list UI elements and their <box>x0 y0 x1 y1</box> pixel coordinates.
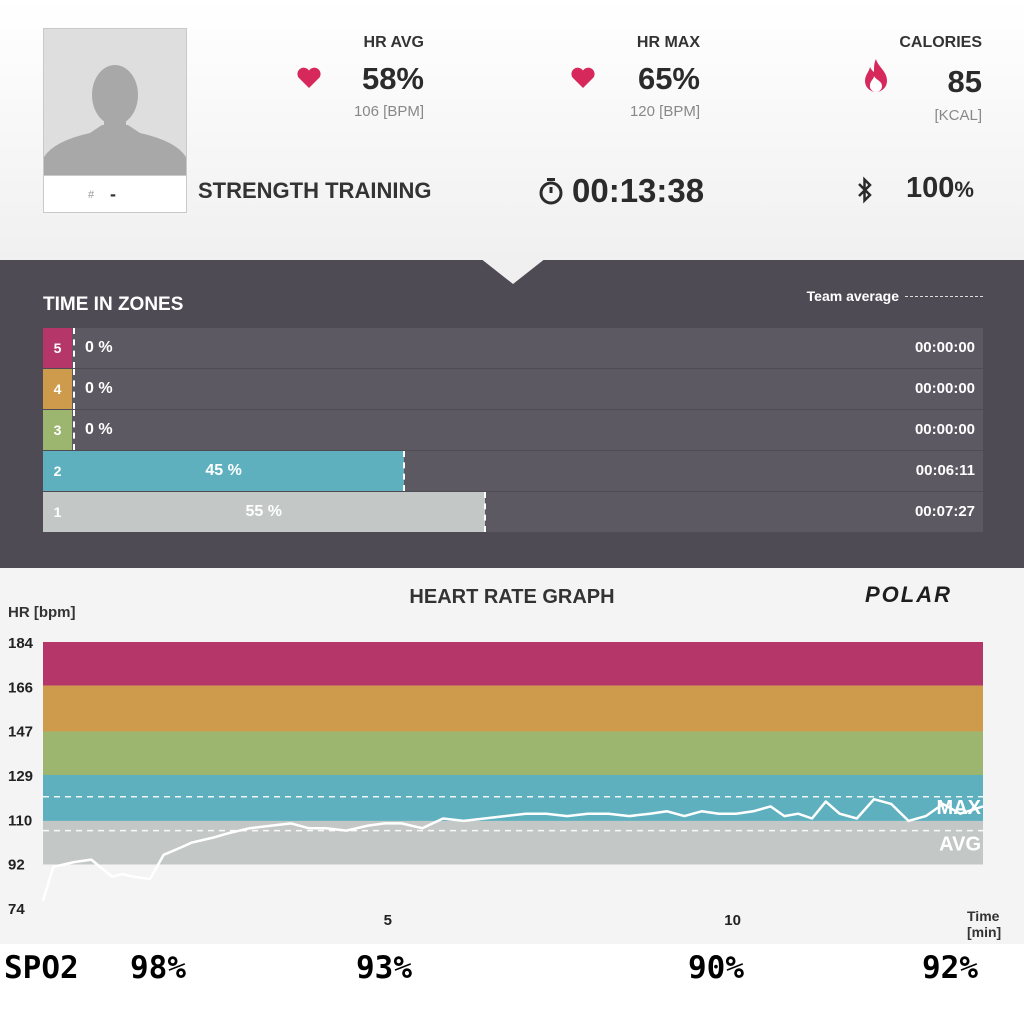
calories-label: CALORIES <box>899 34 982 51</box>
session-duration: 00:13:38 <box>572 172 705 209</box>
calories-value: 85 <box>947 64 982 99</box>
spo2-value: 92% <box>922 950 978 986</box>
zone-bar <box>43 492 485 532</box>
zone-percent: 0 % <box>85 339 113 356</box>
y-tick-label: 110 <box>8 812 32 829</box>
y-tick-label: 74 <box>8 901 25 918</box>
team-average-legend-line <box>905 296 983 297</box>
flame-icon <box>865 59 887 93</box>
team-average-legend: Team average <box>806 288 899 304</box>
athlete-id-number: - <box>110 184 116 204</box>
spo2-value: 93% <box>356 950 412 986</box>
team-average-marker <box>73 328 75 368</box>
zone-row-5: 5 0 % 00:00:00 <box>43 328 983 368</box>
zone-time: 00:06:11 <box>915 462 975 479</box>
person-silhouette-icon <box>44 29 186 175</box>
athlete-id: # - <box>44 175 186 212</box>
y-tick-label: 92 <box>8 857 25 874</box>
x-axis-label-line1: Time <box>967 908 1000 924</box>
zone-percent: 55 % <box>245 503 282 520</box>
zone-band-2 <box>43 775 983 821</box>
zone-time: 00:00:00 <box>914 380 975 397</box>
heart-icon <box>571 67 595 88</box>
team-average-marker <box>403 451 406 491</box>
zones-title: TIME IN ZONES <box>43 294 184 315</box>
spo2-label: SPO2 <box>4 950 79 986</box>
zone-time: 00:07:27 <box>914 503 975 520</box>
hr-avg-bpm: 106 [BPM] <box>353 103 424 120</box>
heart-rate-graph-panel: MAX AVG 184 166 147 129 110 92 74 5 10 HEART RATE … <box>0 568 1024 944</box>
zone-band-1 <box>43 820 983 865</box>
hr-avg-value: 58% <box>361 61 424 96</box>
max-reference-label: MAX <box>937 797 982 819</box>
zone-percent: 0 % <box>85 380 113 397</box>
zone-time: 00:00:00 <box>914 339 975 356</box>
battery-level: 100% <box>906 172 974 205</box>
zone-band-3 <box>43 731 983 775</box>
zone-band-4 <box>43 685 983 732</box>
session-header: # - HR AVG 58% 106 [BPM] HR MAX 65% 120 … <box>0 0 1024 262</box>
x-tick-label: 5 <box>384 912 392 929</box>
zone-number: 1 <box>43 492 72 532</box>
stopwatch-icon <box>539 178 563 205</box>
y-axis-label: HR [bpm] <box>8 604 76 621</box>
x-axis-label-line2: [min] <box>967 924 1002 940</box>
spo2-readout: SPO2 98% 93% 90% 92% <box>0 944 1024 1024</box>
heart-icon <box>297 67 321 88</box>
x-tick-label: 10 <box>724 912 741 929</box>
hr-avg-label: HR AVG <box>363 34 424 51</box>
zone-row-4: 4 0 % 00:00:00 <box>43 369 983 409</box>
team-average-marker <box>73 410 75 450</box>
avg-reference-label: AVG <box>939 834 981 856</box>
spo2-value: 90% <box>688 950 744 986</box>
panel-pointer <box>480 258 546 284</box>
athlete-card[interactable]: # - <box>43 28 187 213</box>
team-average-marker <box>73 369 75 409</box>
athlete-id-hash: # <box>88 189 95 201</box>
y-tick-label: 147 <box>8 724 33 741</box>
y-tick-label: 184 <box>8 635 34 652</box>
team-average-marker <box>483 492 486 532</box>
zone-bar <box>43 451 405 491</box>
sport-name: STRENGTH TRAINING <box>198 178 432 203</box>
zone-row-1: 1 55 % 00:07:27 <box>43 492 983 532</box>
x-axis-label: Time [min] <box>967 908 1001 940</box>
heart-rate-line <box>41 797 984 902</box>
hr-max-bpm: 120 [BPM] <box>629 103 700 120</box>
zone-row-3: 3 0 % 00:00:00 <box>43 410 983 450</box>
avatar <box>44 29 186 175</box>
battery-value: 100 <box>906 172 955 204</box>
graph-title: HEART RATE GRAPH <box>409 586 615 608</box>
heart-rate-chart: MAX AVG 184 166 147 129 110 92 74 5 10 <box>8 635 984 929</box>
zone-band-5 <box>43 642 983 686</box>
battery-unit: % <box>954 177 974 202</box>
calories-unit: [KCAL] <box>934 107 982 124</box>
zone-number: 5 <box>43 328 72 368</box>
zone-percent: 0 % <box>85 421 113 438</box>
zone-number: 4 <box>43 369 72 409</box>
zone-number: 3 <box>43 410 72 450</box>
zone-row-2: 2 45 % 00:06:11 <box>43 451 983 491</box>
zone-number: 2 <box>43 451 72 491</box>
polar-logo: POLAR <box>865 582 952 607</box>
y-tick-label: 129 <box>8 768 33 785</box>
hr-max-label: HR MAX <box>636 34 700 51</box>
spo2-value: 98% <box>130 950 186 986</box>
bluetooth-icon <box>858 176 872 204</box>
zone-percent: 45 % <box>205 462 242 479</box>
y-tick-label: 166 <box>8 679 33 696</box>
zone-time: 00:00:00 <box>914 421 975 438</box>
hr-max-value: 65% <box>637 61 700 96</box>
